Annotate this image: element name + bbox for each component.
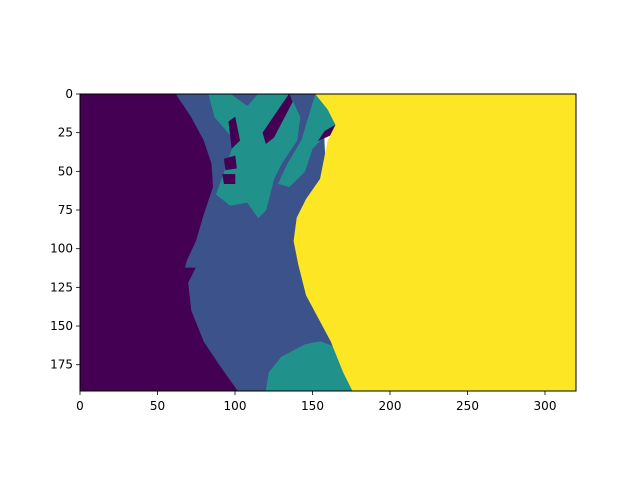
y-tick-label: 75 — [58, 203, 73, 217]
x-tick-label: 100 — [224, 399, 247, 413]
region-purple-sliver — [262, 94, 293, 145]
x-tick-label: 250 — [456, 399, 479, 413]
y-tick-label: 175 — [50, 358, 73, 372]
y-tick-label: 100 — [50, 242, 73, 256]
x-tick-label: 150 — [301, 399, 324, 413]
region-purple-spot-1 — [228, 116, 241, 149]
x-tick-label: 300 — [534, 399, 557, 413]
region-purple-spot-2 — [223, 155, 237, 171]
x-tick-label: 50 — [150, 399, 165, 413]
y-tick-label: 125 — [50, 280, 73, 294]
y-tick-label: 0 — [65, 87, 73, 101]
plot-area — [80, 94, 576, 391]
y-tick-label: 50 — [58, 164, 73, 178]
y-axis: 0 25 50 75 100 125 150 175 — [50, 87, 80, 372]
plot-frame — [79, 93, 577, 392]
x-tick-label: 200 — [379, 399, 402, 413]
y-tick-label: 150 — [50, 319, 73, 333]
region-yellow — [293, 94, 576, 391]
region-purple-spot-3 — [222, 174, 236, 184]
y-tick-label: 25 — [58, 126, 73, 140]
x-tick-label: 0 — [76, 399, 84, 413]
x-axis: 0 50 100 150 200 250 300 — [76, 391, 556, 413]
